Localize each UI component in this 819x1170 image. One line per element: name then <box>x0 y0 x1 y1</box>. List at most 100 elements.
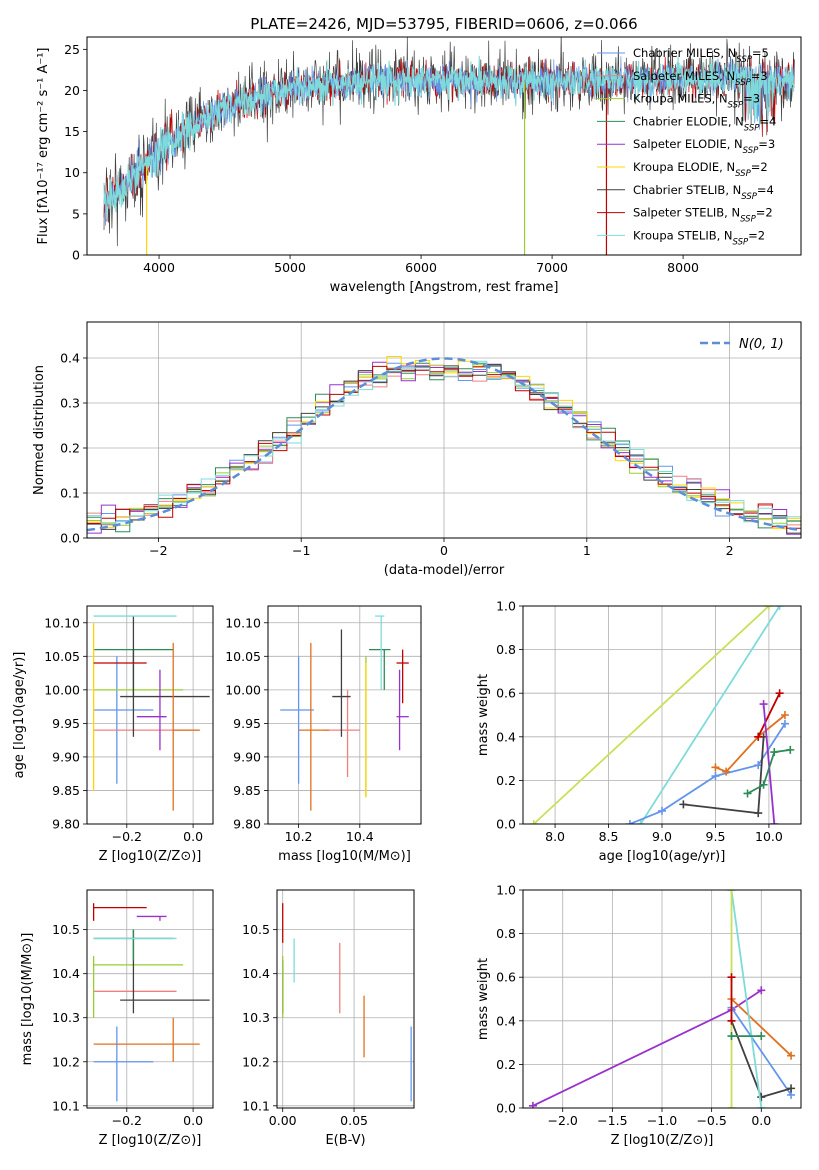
histogram-kroupa_stelib <box>87 360 801 534</box>
plot-area <box>528 890 796 1108</box>
error-bar-point <box>375 615 385 690</box>
y-tick-label: 0.3 <box>60 396 80 411</box>
weight-line-kroupa_stelib <box>730 890 763 1108</box>
weight-marker <box>787 1084 796 1093</box>
spectrum-panel: 4000 5000 6000 7000 8000 0 5 10 15 20 25 wavelength… <box>36 36 802 295</box>
weight-line-salpeter_elodie <box>532 989 762 1107</box>
error-bar-point <box>396 669 409 751</box>
mass_vs_Z-panel: −0.2 0.0 10.1 10.2 10.3 10.4 10.5 Z [log10(Z/Z⊙… <box>20 889 214 1148</box>
y-tick-label: 0.4 <box>496 729 516 744</box>
x-tick-label: 8000 <box>667 260 699 275</box>
y-tick-label: 1.0 <box>496 599 516 614</box>
y-tick-label: 20 <box>64 83 80 98</box>
x-tick-label: 10.4 <box>346 829 374 844</box>
spectrum-line-kroupa_stelib <box>103 55 795 220</box>
y-tick-label: 5 <box>72 206 80 221</box>
axes-frame <box>276 889 415 1109</box>
age_vs_mass-panel: 10.2 10.4 9.80 9.85 9.90 9.95 10.00 10.05 10.10 m… <box>225 605 422 864</box>
gridlines <box>523 889 801 1109</box>
y-tick-label: 0.8 <box>496 926 516 941</box>
y-tick-label: 10.05 <box>225 649 261 664</box>
x-tick-label: −1.5 <box>597 1113 627 1128</box>
gridlines <box>277 890 414 1108</box>
weight-marker <box>780 719 789 728</box>
y-tick-label: 0.8 <box>496 642 516 657</box>
error-bar-point <box>332 629 351 737</box>
y-tick-label: 0.0 <box>496 1101 516 1116</box>
legend-entry: Kroupa MILES, NSSP=3 <box>633 92 760 111</box>
plot-area <box>529 606 795 824</box>
y-tick-label: 10.10 <box>44 615 80 630</box>
axes-frame <box>522 605 802 825</box>
y-tick-label: 0.2 <box>60 441 80 456</box>
y-tick-label: 9.85 <box>233 783 261 798</box>
x-tick-label: −0.2 <box>112 829 142 844</box>
y-tick-label: 9.90 <box>233 749 261 764</box>
residuals-panel: −2 −1 0 1 2 0.0 0.1 0.2 0.3 0.4 (data-model)/error… <box>32 321 802 578</box>
y-axis-label: Normed distribution <box>32 365 47 495</box>
y-tick-label: 9.90 <box>52 749 80 764</box>
x-tick-label: −1 <box>292 543 310 558</box>
y-tick-label: 10.3 <box>242 1010 270 1025</box>
y-axis-label: Flux [fλ10⁻¹⁷ erg cm⁻² s⁻¹ A⁻¹] <box>36 48 51 245</box>
weight-marker <box>727 1016 736 1025</box>
weight-line-salpeter_stelib <box>757 692 781 738</box>
y-tick-label: 0 <box>72 248 80 263</box>
weight-marker <box>722 767 731 776</box>
figure-title: PLATE=2426, MJD=53795, FIBERID=0606, z=0… <box>250 15 637 33</box>
x-tick-label: 9.5 <box>706 829 726 844</box>
gridlines <box>87 606 213 825</box>
weight-marker <box>727 973 736 982</box>
error-bar-point <box>93 656 154 784</box>
error-bar-point <box>136 669 167 751</box>
weight-marker <box>711 772 720 781</box>
y-tick-label: 1.0 <box>496 883 516 898</box>
axes-frame <box>267 605 422 825</box>
error-bar-point <box>93 1026 154 1102</box>
y-tick-label: 10.4 <box>52 966 80 981</box>
weight-line-chabrier_miles <box>730 1007 792 1096</box>
weight-line-orange <box>730 998 792 1057</box>
weight-line-chabrier_stelib <box>683 736 765 815</box>
y-axis-label: mass weight <box>476 674 491 756</box>
weight-marker <box>625 820 634 824</box>
y-tick-label: 10.5 <box>242 922 270 937</box>
weight-marker <box>636 820 645 824</box>
x-axis-label: Z [log10(Z/Z⊙)] <box>99 1133 202 1148</box>
y-tick-label: 10.2 <box>52 1054 80 1069</box>
plot-area <box>87 356 801 537</box>
error-bar-point <box>92 903 147 921</box>
x-tick-label: 7000 <box>536 260 568 275</box>
x-tick-label: 5000 <box>274 260 306 275</box>
error-bar-point <box>368 648 391 690</box>
plot-area <box>92 903 210 1102</box>
x-axis-label: wavelength [Angstrom, rest frame] <box>330 280 559 295</box>
legend-entry: Salpeter STELIB, NSSP=2 <box>633 206 773 225</box>
x-tick-label: 0 <box>440 543 448 558</box>
axes-frame <box>86 321 802 539</box>
axes-frame <box>86 36 802 256</box>
y-tick-label: 10.2 <box>242 1054 270 1069</box>
y-tick-label: 9.95 <box>233 716 261 731</box>
y-axis-label: mass [log10(M/M⊙)] <box>20 933 35 1066</box>
y-tick-label: 10.00 <box>225 682 261 697</box>
x-tick-label: 0.0 <box>183 1113 203 1128</box>
gridlines <box>87 890 213 1108</box>
error-bar-point <box>93 1017 200 1062</box>
y-axis-label: age [log10(age/yr)] <box>12 652 27 779</box>
legend-entry: N(0, 1) <box>739 337 784 352</box>
weight-marker <box>786 745 795 754</box>
x-tick-label: −2.0 <box>548 1113 578 1128</box>
x-tick-label: 0.0 <box>183 829 203 844</box>
y-tick-label: 10.10 <box>225 615 261 630</box>
y-tick-label: 10 <box>64 165 80 180</box>
x-axis-label: Z [log10(Z/Z⊙)] <box>99 849 202 864</box>
weight-marker <box>727 1032 736 1041</box>
y-tick-label: 0.0 <box>496 817 516 832</box>
x-tick-label: 0.0 <box>751 1113 771 1128</box>
plot-area <box>92 615 210 811</box>
y-tick-label: 10.00 <box>44 682 80 697</box>
error-bar-point <box>396 649 409 704</box>
x-tick-label: 9.0 <box>652 829 672 844</box>
